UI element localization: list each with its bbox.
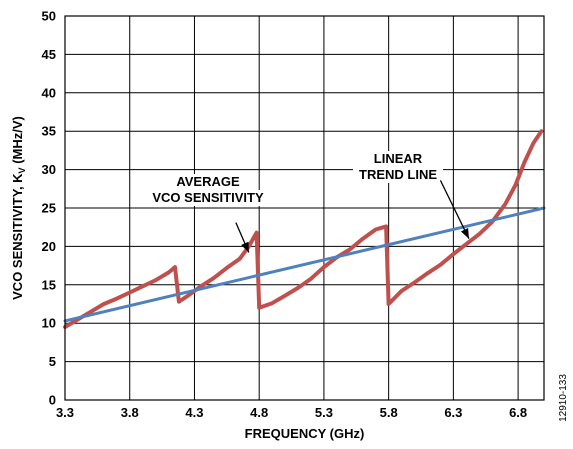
y-tick-label: 35	[42, 124, 56, 139]
annotation-text-background	[369, 151, 427, 167]
x-axis-label: FREQUENCY (GHz)	[245, 426, 365, 441]
y-axis-label-subscript: V	[17, 167, 27, 173]
y-axis-label: VCO SENSITIVITY, KV (MHz/V)	[10, 116, 27, 300]
x-tick-label: 5.8	[380, 405, 398, 420]
x-tick-label: 4.3	[185, 405, 203, 420]
y-axis-label-main: VCO SENSITIVITY, K	[10, 173, 25, 300]
y-tick-label: 20	[42, 239, 56, 254]
y-tick-label: 10	[42, 316, 56, 331]
grid-lines	[64, 15, 544, 401]
x-tick-label: 4.8	[250, 405, 268, 420]
annotation-text: LINEAR	[374, 151, 423, 166]
y-tick-label: 30	[42, 162, 56, 177]
arrow-head-icon	[241, 241, 249, 253]
linear-trend-line	[63, 206, 546, 323]
series-layer	[63, 129, 546, 329]
y-tick-label: 15	[42, 277, 56, 292]
x-tick-label: 5.3	[315, 405, 333, 420]
x-tick-label: 3.8	[121, 405, 139, 420]
annotation-text: TREND LINE	[359, 167, 437, 182]
y-tick-label: 5	[49, 354, 56, 369]
y-tick-label: 50	[42, 9, 56, 24]
y-tick-label: 0	[49, 393, 56, 408]
y-tick-label: 25	[42, 201, 56, 216]
plot-frame	[64, 15, 545, 401]
figure-number: 12910-133	[558, 374, 569, 422]
annotation-text: VCO SENSITIVITY	[152, 190, 264, 205]
x-tick-label: 3.3	[56, 405, 74, 420]
annotation-text-background	[353, 167, 443, 183]
annotation-text: AVERAGE	[176, 174, 240, 189]
annotation-text-background	[175, 174, 241, 190]
y-tick-label: 45	[42, 47, 56, 62]
annotation-arrow-shaft	[439, 180, 470, 240]
tick-labels: 0 5 10 15 20 25 30 35 40 45 50 3.3 3.8 4.3 4.8 5.3 5.8 6.…	[42, 9, 528, 421]
annotation-text-background	[142, 190, 274, 206]
y-tick-label: 40	[42, 85, 56, 100]
measured-sensitivity-line	[63, 129, 544, 329]
arrow-head-icon	[460, 227, 469, 239]
y-axis-label-unit: (MHz/V)	[10, 116, 25, 167]
x-tick-label: 6.8	[509, 405, 527, 420]
x-tick-label: 6.3	[444, 405, 462, 420]
